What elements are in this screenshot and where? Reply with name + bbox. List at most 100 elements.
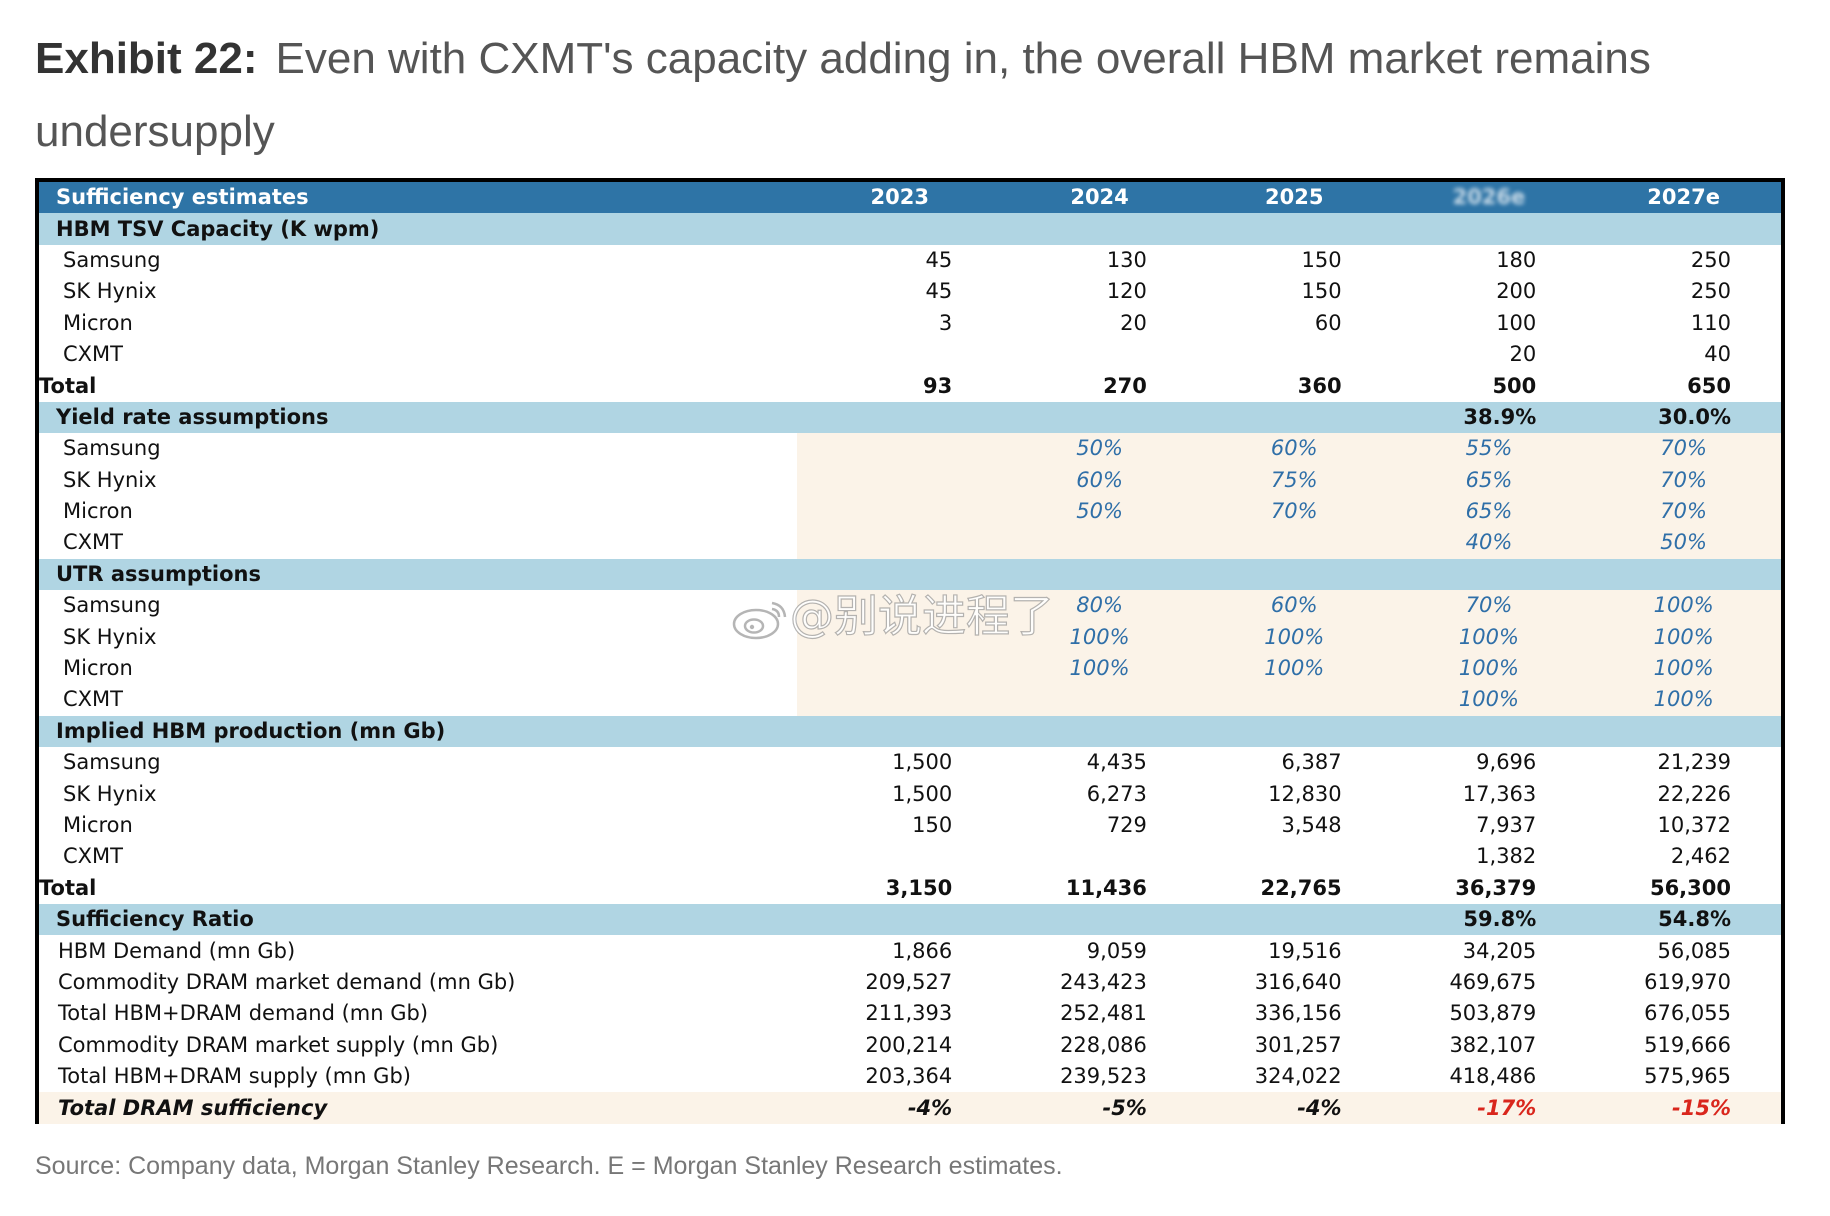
row-value: 60 bbox=[1314, 310, 1342, 335]
row-value: 100 bbox=[1496, 310, 1537, 335]
row-value: 252,481 bbox=[1060, 1001, 1147, 1026]
row-value: 100% bbox=[1586, 621, 1781, 653]
row-value: 150 bbox=[912, 813, 953, 837]
row-label: Samsung bbox=[63, 247, 161, 272]
row-value bbox=[1002, 527, 1197, 559]
row-value: 519,666 bbox=[1644, 1032, 1731, 1057]
total-label: Total bbox=[39, 875, 97, 900]
section-row-sufficiency: Sufficiency Ratio 59.8% 54.8% bbox=[39, 903, 1781, 936]
row-value: 1,866 bbox=[892, 938, 953, 963]
row-value: 200 bbox=[1496, 279, 1537, 304]
total-value: 56,300 bbox=[1649, 875, 1731, 900]
row-value bbox=[1196, 527, 1392, 559]
row-value: 45 bbox=[925, 247, 953, 272]
row-value bbox=[1002, 339, 1197, 370]
section-empty-cell bbox=[1002, 715, 1197, 748]
row-value: 50% bbox=[1586, 527, 1781, 559]
row-value: 70% bbox=[1586, 464, 1781, 496]
row-value: 21,239 bbox=[1657, 750, 1731, 775]
row-value bbox=[1002, 684, 1197, 716]
row-value: 239,523 bbox=[1060, 1064, 1147, 1089]
row-value: 200,214 bbox=[865, 1032, 953, 1057]
row-value: 120 bbox=[1106, 279, 1147, 304]
table-row: Micron 50% 70% 65% 70% bbox=[39, 495, 1781, 528]
row-label: Commodity DRAM market supply (mn Gb) bbox=[58, 1032, 499, 1057]
row-value bbox=[1002, 841, 1197, 872]
row-label: CXMT bbox=[63, 530, 123, 555]
row-value: 75% bbox=[1196, 464, 1392, 496]
header-year: 2027e bbox=[1586, 182, 1781, 214]
row-value bbox=[1197, 339, 1392, 370]
section-row-production: Implied HBM production (mn Gb) bbox=[39, 715, 1781, 748]
row-value bbox=[1196, 684, 1392, 716]
section-value: 30.0% bbox=[1586, 401, 1781, 434]
row-label: CXMT bbox=[63, 342, 123, 367]
table-row: Micron 100% 100% 100% 100% bbox=[39, 652, 1781, 685]
row-value: 70% bbox=[1586, 495, 1781, 528]
section-value bbox=[1196, 903, 1392, 936]
table-row: SK Hynix 1,500 6,273 12,830 17,363 22,226 bbox=[39, 778, 1781, 809]
table-row: SK Hynix 45 120 150 200 250 bbox=[39, 276, 1781, 307]
section-row-utr: UTR assumptions bbox=[39, 558, 1781, 591]
table-row: SK Hynix 100% 100% 100% 100% bbox=[39, 621, 1781, 653]
row-value: 130 bbox=[1106, 247, 1147, 272]
row-value: 34,205 bbox=[1462, 938, 1537, 963]
exhibit-number: Exhibit 22: bbox=[35, 34, 258, 83]
row-value: 575,965 bbox=[1644, 1064, 1731, 1089]
row-value: 9,696 bbox=[1476, 750, 1537, 775]
row-value: 382,107 bbox=[1449, 1032, 1537, 1057]
section-empty-cell bbox=[1002, 558, 1197, 591]
row-value: 469,675 bbox=[1449, 969, 1537, 994]
section-value bbox=[1002, 401, 1197, 434]
section-empty-cell bbox=[1002, 213, 1197, 245]
row-value: 729 bbox=[1106, 813, 1147, 837]
row-value: 12,830 bbox=[1268, 781, 1342, 806]
row-value: 20 bbox=[1120, 310, 1147, 335]
row-value bbox=[797, 841, 1002, 872]
row-value: 80% bbox=[1002, 590, 1197, 622]
row-value: 100% bbox=[1002, 621, 1197, 653]
obscured-year-label: 2026e bbox=[1452, 185, 1526, 210]
row-value: 100% bbox=[1586, 684, 1781, 716]
total-value: 650 bbox=[1687, 373, 1731, 398]
section-empty-cell bbox=[797, 213, 1003, 245]
table-row: HBM Demand (mn Gb) 1,866 9,059 19,516 34,205… bbox=[39, 935, 1781, 966]
row-value: 150 bbox=[1301, 247, 1342, 272]
section-empty-cell bbox=[1196, 715, 1392, 748]
row-value bbox=[797, 590, 1003, 622]
header-year: 2024 bbox=[1002, 182, 1197, 214]
sufficiency-value: -5% bbox=[1002, 1092, 1197, 1124]
row-value: 1,500 bbox=[892, 781, 953, 806]
total-value: 22,765 bbox=[1260, 875, 1342, 900]
row-value: 9,059 bbox=[1086, 938, 1147, 963]
row-value: 1,382 bbox=[1476, 844, 1537, 869]
sufficiency-value: -15% bbox=[1586, 1092, 1781, 1124]
row-label: CXMT bbox=[63, 844, 123, 869]
table-row: Micron 150 729 3,548 7,937 10,372 bbox=[39, 810, 1781, 841]
row-value: 418,486 bbox=[1449, 1064, 1537, 1089]
row-value bbox=[797, 652, 1003, 685]
table-row: Micron 3 20 60 100 110 bbox=[39, 308, 1781, 339]
section-value bbox=[797, 401, 1003, 434]
header-label: Sufficiency estimates bbox=[39, 182, 798, 214]
total-value: 270 bbox=[1103, 373, 1147, 398]
row-value bbox=[797, 433, 1003, 465]
row-value: 316,640 bbox=[1254, 969, 1342, 994]
row-label: Total HBM+DRAM demand (mn Gb) bbox=[58, 1001, 429, 1026]
row-value: 7,937 bbox=[1476, 813, 1537, 837]
row-value: 1,500 bbox=[892, 750, 953, 775]
source-note: Source: Company data, Morgan Stanley Res… bbox=[35, 1152, 1063, 1180]
row-value: 50% bbox=[1002, 495, 1197, 528]
total-label: Total bbox=[39, 373, 97, 398]
row-value: 6,387 bbox=[1281, 750, 1342, 775]
header-year: 2025 bbox=[1196, 182, 1392, 214]
row-label: SK Hynix bbox=[63, 781, 157, 806]
sufficiency-value: -4% bbox=[797, 1092, 1003, 1124]
table-row: Commodity DRAM market supply (mn Gb) 200,… bbox=[39, 1030, 1781, 1061]
section-label: Implied HBM production (mn Gb) bbox=[39, 715, 798, 748]
row-value: 56,085 bbox=[1657, 938, 1731, 963]
row-value: 19,516 bbox=[1268, 938, 1342, 963]
sufficiency-value: -17% bbox=[1391, 1092, 1587, 1124]
total-dram-sufficiency-label: Total DRAM sufficiency bbox=[39, 1092, 798, 1124]
row-value: 100% bbox=[1002, 652, 1197, 685]
